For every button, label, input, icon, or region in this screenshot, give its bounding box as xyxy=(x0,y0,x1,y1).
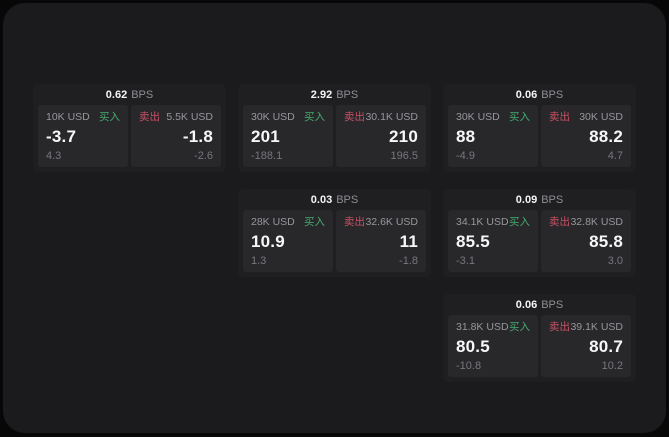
card-header: 0.06 BPS xyxy=(443,294,636,315)
spread-value: 0.09 xyxy=(515,194,538,206)
quotes-panel: 0.62 BPS 10K USD 买入 -3.7 4.3 卖出 5.5K USD … xyxy=(3,3,666,433)
sell-quote-tile[interactable]: 卖出 39.1K USD 80.7 10.2 xyxy=(541,315,631,377)
sell-delta: -2.6 xyxy=(194,150,213,162)
buy-delta: -3.1 xyxy=(456,255,475,267)
sell-price: 210 xyxy=(389,127,418,146)
buy-delta: 1.3 xyxy=(251,255,267,267)
buy-delta: -4.9 xyxy=(456,150,475,162)
sell-label: 卖出 xyxy=(344,111,365,123)
sell-label: 卖出 xyxy=(549,111,570,123)
buy-amount: 10K USD xyxy=(46,111,90,123)
sell-price: 85.8 xyxy=(589,232,623,251)
buy-quote-tile[interactable]: 30K USD 买入 88 -4.9 xyxy=(448,105,538,167)
sell-amount: 39.1K USD xyxy=(570,321,623,333)
quote-card: 0.06 BPS 30K USD 买入 88 -4.9 卖出 30K USD 88… xyxy=(443,84,636,172)
card-body: 28K USD 买入 10.9 1.3 卖出 32.6K USD 11 -1.8 xyxy=(238,210,431,272)
card-body: 30K USD 买入 88 -4.9 卖出 30K USD 88.2 4.7 xyxy=(443,105,636,167)
sell-quote-tile[interactable]: 卖出 30K USD 88.2 4.7 xyxy=(541,105,631,167)
buy-label: 买入 xyxy=(99,111,120,123)
buy-delta: -10.8 xyxy=(456,360,482,372)
buy-amount: 30K USD xyxy=(456,111,500,123)
quote-card: 0.03 BPS 28K USD 买入 10.9 1.3 卖出 32.6K USD… xyxy=(238,189,431,277)
sell-delta: 4.7 xyxy=(607,150,623,162)
sell-quote-tile[interactable]: 卖出 30.1K USD 210 196.5 xyxy=(336,105,426,167)
buy-amount: 31.8K USD xyxy=(456,321,509,333)
buy-label: 买入 xyxy=(509,216,530,228)
quote-card: 0.06 BPS 31.8K USD 买入 80.5 -10.8 卖出 39.1K… xyxy=(443,294,636,382)
spread-value: 0.06 xyxy=(515,89,538,101)
sell-price: -1.8 xyxy=(182,127,213,146)
spread-unit: BPS xyxy=(336,194,359,206)
buy-amount: 28K USD xyxy=(251,216,295,228)
spread-unit: BPS xyxy=(336,89,359,101)
buy-quote-tile[interactable]: 28K USD 买入 10.9 1.3 xyxy=(243,210,333,272)
buy-quote-tile[interactable]: 34.1K USD 买入 85.5 -3.1 xyxy=(448,210,538,272)
card-body: 30K USD 买入 201 -188.1 卖出 30.1K USD 210 1… xyxy=(238,105,431,167)
buy-quote-tile[interactable]: 31.8K USD 买入 80.5 -10.8 xyxy=(448,315,538,377)
spread-unit: BPS xyxy=(541,194,564,206)
buy-price: -3.7 xyxy=(46,127,77,146)
card-header: 0.03 BPS xyxy=(238,189,431,210)
buy-amount: 34.1K USD xyxy=(456,216,509,228)
sell-label: 卖出 xyxy=(344,216,365,228)
quote-card: 0.62 BPS 10K USD 买入 -3.7 4.3 卖出 5.5K USD … xyxy=(33,84,226,172)
spread-value: 0.03 xyxy=(310,194,333,206)
buy-delta: -188.1 xyxy=(251,150,283,162)
spread-unit: BPS xyxy=(131,89,154,101)
buy-label: 买入 xyxy=(509,321,530,333)
buy-price: 80.5 xyxy=(456,337,490,356)
sell-delta: 3.0 xyxy=(607,255,623,267)
quote-card: 2.92 BPS 30K USD 买入 201 -188.1 卖出 30.1K U… xyxy=(238,84,431,172)
card-header: 0.09 BPS xyxy=(443,189,636,210)
sell-price: 11 xyxy=(399,232,418,251)
buy-price: 88 xyxy=(456,127,476,146)
spread-unit: BPS xyxy=(541,89,564,101)
buy-label: 买入 xyxy=(304,111,325,123)
sell-label: 卖出 xyxy=(139,111,160,123)
buy-delta: 4.3 xyxy=(46,150,62,162)
buy-amount: 30K USD xyxy=(251,111,295,123)
sell-quote-tile[interactable]: 卖出 32.8K USD 85.8 3.0 xyxy=(541,210,631,272)
buy-label: 买入 xyxy=(509,111,530,123)
sell-amount: 30.1K USD xyxy=(365,111,418,123)
card-body: 34.1K USD 买入 85.5 -3.1 卖出 32.8K USD 85.8… xyxy=(443,210,636,272)
sell-delta: 10.2 xyxy=(601,360,623,372)
sell-amount: 30K USD xyxy=(579,111,623,123)
buy-price: 201 xyxy=(251,127,280,146)
sell-amount: 5.5K USD xyxy=(166,111,213,123)
card-header: 2.92 BPS xyxy=(238,84,431,105)
spread-value: 0.06 xyxy=(515,299,538,311)
buy-label: 买入 xyxy=(304,216,325,228)
sell-quote-tile[interactable]: 卖出 32.6K USD 11 -1.8 xyxy=(336,210,426,272)
sell-delta: -1.8 xyxy=(399,255,418,267)
card-body: 31.8K USD 买入 80.5 -10.8 卖出 39.1K USD 80.… xyxy=(443,315,636,377)
sell-amount: 32.8K USD xyxy=(570,216,623,228)
sell-amount: 32.6K USD xyxy=(365,216,418,228)
buy-quote-tile[interactable]: 30K USD 买入 201 -188.1 xyxy=(243,105,333,167)
buy-price: 85.5 xyxy=(456,232,490,251)
buy-quote-tile[interactable]: 10K USD 买入 -3.7 4.3 xyxy=(38,105,128,167)
card-header: 0.62 BPS xyxy=(33,84,226,105)
card-body: 10K USD 买入 -3.7 4.3 卖出 5.5K USD -1.8 -2.… xyxy=(33,105,226,167)
sell-price: 80.7 xyxy=(589,337,623,356)
spread-unit: BPS xyxy=(541,299,564,311)
spread-value: 2.92 xyxy=(310,89,333,101)
quote-card: 0.09 BPS 34.1K USD 买入 85.5 -3.1 卖出 32.8K … xyxy=(443,189,636,277)
spread-value: 0.62 xyxy=(105,89,128,101)
card-header: 0.06 BPS xyxy=(443,84,636,105)
sell-label: 卖出 xyxy=(549,321,570,333)
buy-price: 10.9 xyxy=(251,232,285,251)
sell-label: 卖出 xyxy=(549,216,570,228)
sell-quote-tile[interactable]: 卖出 5.5K USD -1.8 -2.6 xyxy=(131,105,221,167)
sell-price: 88.2 xyxy=(589,127,623,146)
sell-delta: 196.5 xyxy=(390,150,418,162)
